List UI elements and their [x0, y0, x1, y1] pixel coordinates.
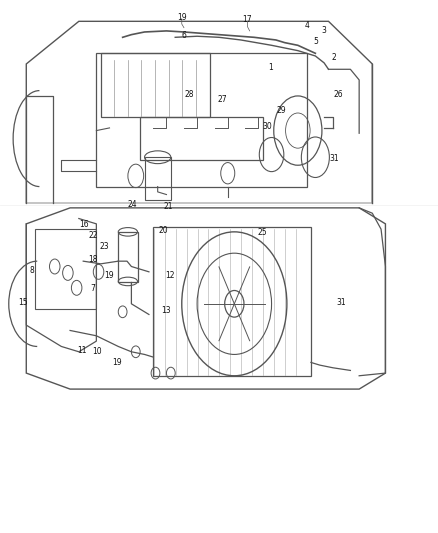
Text: 12: 12 [165, 271, 175, 280]
Text: 29: 29 [277, 106, 286, 115]
Text: 20: 20 [159, 226, 168, 235]
Text: 18: 18 [88, 255, 98, 264]
Text: 2: 2 [332, 53, 336, 61]
Text: 31: 31 [336, 298, 346, 306]
Text: 5: 5 [313, 37, 318, 45]
Bar [153, 227, 311, 376]
Text: 17: 17 [243, 15, 252, 24]
Text: 21: 21 [163, 203, 173, 211]
Bar [35, 229, 96, 309]
Text: 25: 25 [258, 229, 268, 237]
Text: 23: 23 [99, 242, 109, 251]
Text: 3: 3 [321, 26, 327, 35]
Bar [101, 53, 210, 117]
Text: 6: 6 [181, 31, 187, 40]
Text: 19: 19 [104, 271, 113, 280]
Text: 7: 7 [90, 285, 95, 293]
Text: 11: 11 [78, 346, 87, 354]
Text: 16: 16 [79, 221, 89, 229]
Text: 19: 19 [113, 358, 122, 367]
Text: 22: 22 [88, 231, 98, 240]
Text: 30: 30 [262, 123, 272, 131]
Text: 28: 28 [185, 90, 194, 99]
Bar [118, 232, 138, 282]
Text: 24: 24 [127, 200, 137, 208]
Text: 26: 26 [334, 90, 343, 99]
Text: 8: 8 [30, 266, 34, 274]
Text: 13: 13 [161, 306, 170, 314]
Text: 1: 1 [268, 63, 273, 72]
Bar [96, 53, 307, 187]
Text: 27: 27 [218, 95, 227, 104]
Text: 10: 10 [92, 348, 102, 356]
Text: 19: 19 [177, 13, 187, 21]
Text: 15: 15 [18, 298, 28, 306]
Bar [140, 117, 263, 160]
Bar [145, 157, 171, 200]
Text: 31: 31 [329, 154, 339, 163]
Text: 4: 4 [304, 21, 309, 29]
